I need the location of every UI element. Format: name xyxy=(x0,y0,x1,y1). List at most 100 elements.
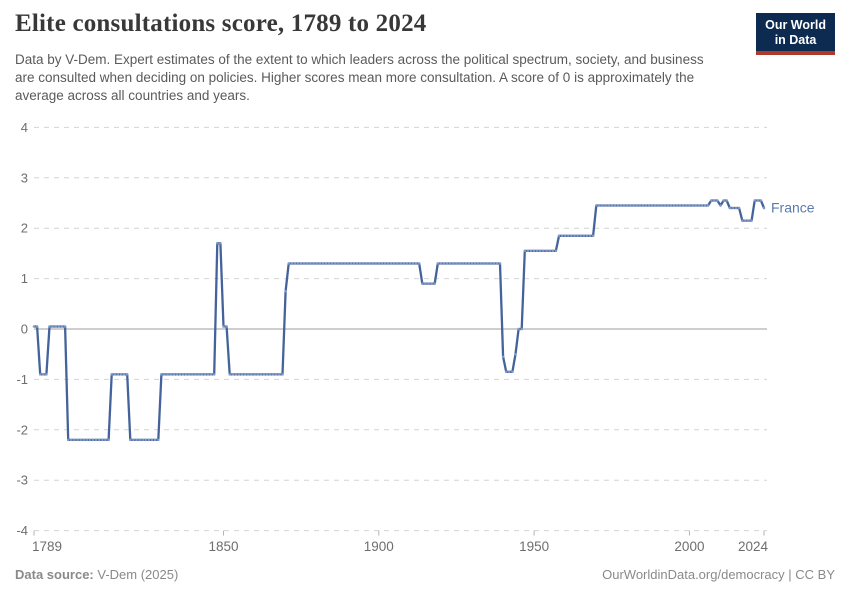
data-point-marker xyxy=(675,204,679,207)
data-point-marker xyxy=(299,262,303,265)
data-point-marker xyxy=(517,327,520,331)
data-point-marker xyxy=(616,204,620,207)
data-point-marker xyxy=(377,262,381,265)
data-point-marker xyxy=(200,373,203,376)
data-point-marker xyxy=(358,262,362,265)
data-point-marker xyxy=(688,204,691,207)
data-point-marker xyxy=(290,262,294,265)
series-label-france: France xyxy=(771,200,815,216)
data-point-marker xyxy=(234,373,238,376)
data-point-marker xyxy=(588,234,592,238)
data-point-marker xyxy=(150,438,154,442)
data-point-marker xyxy=(79,438,82,442)
data-point-marker xyxy=(163,373,166,376)
data-point-marker xyxy=(511,370,514,374)
data-point-marker xyxy=(526,249,530,253)
data-point-marker xyxy=(393,262,396,265)
data-point-marker xyxy=(334,262,337,265)
data-point-marker xyxy=(576,234,579,238)
data-point-marker xyxy=(458,262,461,265)
owid-logo-line2: in Data xyxy=(774,32,817,47)
data-point-marker xyxy=(66,438,70,442)
data-point-marker xyxy=(157,438,160,442)
data-point-marker xyxy=(129,438,132,442)
data-point-marker xyxy=(306,262,309,265)
data-point-marker xyxy=(194,373,197,376)
data-point-marker xyxy=(399,262,402,265)
data-point-marker xyxy=(709,199,713,202)
data-point-marker xyxy=(371,262,374,265)
y-axis-tick-label: -3 xyxy=(16,473,28,488)
data-point-marker xyxy=(32,325,36,328)
data-point-marker xyxy=(654,204,657,207)
data-point-marker xyxy=(293,262,297,265)
data-point-marker xyxy=(492,262,495,265)
data-point-marker xyxy=(638,204,641,207)
data-point-marker xyxy=(265,373,269,376)
data-point-marker xyxy=(539,249,542,253)
data-point-marker xyxy=(504,370,508,374)
data-point-marker xyxy=(737,206,741,210)
data-point-marker xyxy=(138,438,141,442)
y-axis-tick-label: 2 xyxy=(21,221,28,236)
data-point-marker xyxy=(259,373,263,376)
data-point-marker xyxy=(408,262,412,265)
data-point-marker xyxy=(141,438,144,442)
data-point-marker xyxy=(42,373,45,376)
data-point-marker xyxy=(35,325,39,328)
data-point-marker xyxy=(762,206,766,210)
y-axis-tick-label: 0 xyxy=(21,322,28,337)
data-point-marker xyxy=(467,262,471,265)
data-point-marker xyxy=(160,373,163,376)
data-point-marker xyxy=(365,262,368,265)
data-point-marker xyxy=(619,204,623,207)
data-point-marker xyxy=(107,438,110,442)
owid-logo-line1: Our World xyxy=(765,18,826,32)
data-point-marker xyxy=(312,262,315,265)
data-point-marker xyxy=(700,204,704,207)
data-point-marker xyxy=(567,234,570,238)
data-point-marker xyxy=(184,373,188,376)
data-point-marker xyxy=(545,249,548,253)
data-point-marker xyxy=(417,262,421,265)
chart-subtitle: Data by V-Dem. Expert estimates of the e… xyxy=(15,52,704,103)
data-point-marker xyxy=(389,262,393,265)
data-point-marker xyxy=(222,325,225,328)
page-title: Elite consultations score, 1789 to 2024 xyxy=(15,10,427,37)
data-point-marker xyxy=(352,262,356,265)
data-point-marker xyxy=(622,204,626,207)
data-point-marker xyxy=(486,262,489,265)
data-point-marker xyxy=(362,262,365,265)
data-point-marker xyxy=(716,199,719,202)
data-point-marker xyxy=(172,373,176,376)
x-axis-tick-label: 1900 xyxy=(364,539,394,554)
data-source-label: Data source: xyxy=(15,567,94,582)
credit-link[interactable]: OurWorldinData.org/democracy | CC BY xyxy=(602,567,835,582)
data-point-marker xyxy=(88,438,92,442)
data-point-marker xyxy=(38,373,42,376)
data-point-marker xyxy=(641,204,645,207)
data-point-marker xyxy=(175,373,179,376)
data-point-marker xyxy=(563,234,567,238)
owid-logo[interactable]: Our World in Data xyxy=(756,13,835,55)
data-point-marker xyxy=(247,373,250,376)
data-point-marker xyxy=(489,262,492,265)
data-point-marker xyxy=(523,249,527,253)
data-point-marker xyxy=(144,438,148,442)
data-point-marker xyxy=(284,289,287,293)
data-point-marker xyxy=(48,325,51,328)
data-point-marker xyxy=(452,262,455,265)
data-point-marker xyxy=(461,262,464,265)
data-point-marker xyxy=(697,204,701,207)
data-point-marker xyxy=(337,262,340,265)
data-point-marker xyxy=(349,262,353,265)
data-point-marker xyxy=(551,249,555,253)
data-point-marker xyxy=(442,262,446,265)
data-point-marker xyxy=(613,204,617,207)
data-point-marker xyxy=(73,438,76,442)
data-point-marker xyxy=(60,325,64,328)
data-point-marker xyxy=(666,204,669,207)
data-point-marker xyxy=(591,234,595,238)
data-point-marker xyxy=(607,204,610,207)
